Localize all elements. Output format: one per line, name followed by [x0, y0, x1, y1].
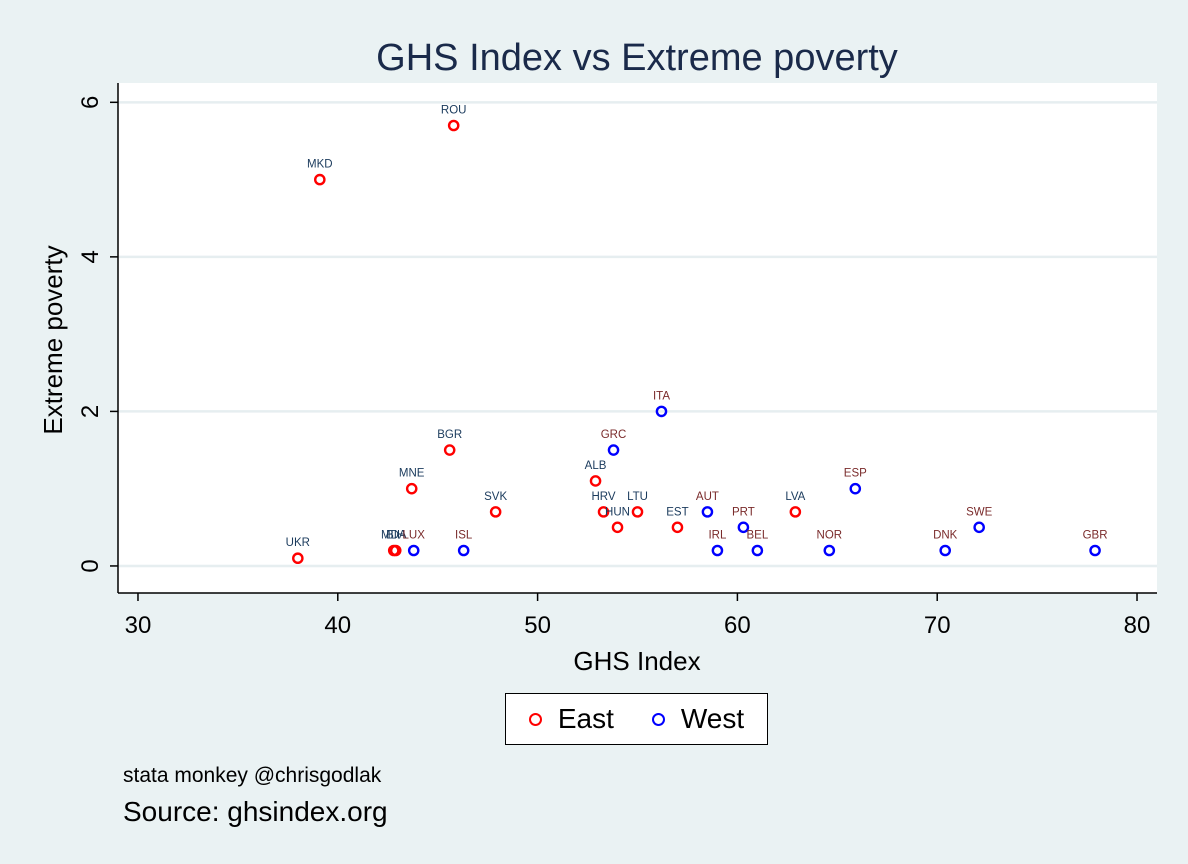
point-label-irl: IRL [708, 530, 727, 542]
point-label-mda: MDA [381, 530, 407, 542]
data-point-bih [389, 544, 402, 557]
legend: East West [505, 693, 768, 745]
point-label-svk: SVK [484, 491, 507, 503]
data-point-irl [711, 544, 724, 557]
point-label-prt: PRT [732, 506, 755, 518]
data-point-rou [447, 119, 460, 132]
axes: 0 2 4 6 30 40 50 60 70 80 [77, 83, 1157, 639]
point-label-grc: GRC [601, 429, 627, 441]
y-tick-label: 0 [77, 559, 104, 572]
point-label-swe: SWE [966, 506, 993, 518]
y-tick-label: 2 [77, 405, 104, 418]
point-label-nor: NOR [817, 530, 843, 542]
east-marker-icon [528, 712, 542, 726]
point-label-ukr: UKR [286, 537, 310, 549]
y-tick-label: 4 [77, 250, 104, 263]
point-label-mkd: MKD [307, 159, 333, 171]
data-point-hrv [597, 506, 610, 518]
point-labels: ROUMKDBGRMNESVKALBHRVHUNLTUESTLVAUKRMDAB… [286, 105, 1108, 550]
point-label-hun: HUN [605, 506, 630, 518]
data-point-bel [751, 544, 764, 557]
data-point-aut [701, 506, 714, 518]
data-point-dnk [939, 544, 952, 557]
data-point-est [671, 521, 684, 534]
data-point-gbr [1089, 544, 1101, 557]
x-tick-label: 80 [1124, 612, 1151, 639]
data-point-ita [655, 405, 668, 418]
data-point-ukr [292, 552, 304, 565]
point-label-hrv: HRV [591, 491, 615, 503]
point-label-est: EST [666, 506, 688, 518]
point-label-alb: ALB [585, 460, 607, 472]
data-point-isl [457, 544, 470, 557]
point-label-lva: LVA [785, 491, 805, 503]
data-point-lux [407, 544, 420, 557]
data-point-grc [607, 444, 620, 456]
legend-label-west: West [680, 703, 745, 734]
gridlines [118, 101, 1157, 568]
point-label-esp: ESP [844, 468, 867, 480]
data-point-mkd [314, 173, 326, 186]
data-point-prt [737, 521, 750, 534]
data-point-hun [611, 521, 624, 534]
legend-item-east: East [528, 703, 614, 735]
data-point-bgr [443, 444, 456, 456]
point-label-gbr: GBR [1083, 530, 1108, 542]
data-point-lva [789, 506, 802, 518]
data-point-ltu [631, 506, 644, 518]
y-axis-label: Extreme poverty [38, 245, 68, 434]
x-tick-label: 50 [524, 612, 551, 639]
west-marker-icon [651, 712, 665, 726]
data-point-nor [823, 544, 836, 557]
caption-source: Source: ghsindex.org [123, 796, 388, 827]
x-tick-label: 40 [324, 612, 351, 639]
legend-label-east: East [557, 703, 614, 734]
x-axis-label: GHS Index [573, 646, 700, 676]
point-label-ita: ITA [653, 390, 670, 402]
point-label-bih: BIH [386, 530, 405, 542]
x-tick-label: 70 [924, 612, 951, 639]
x-tick-label: 30 [125, 612, 152, 639]
data-points [292, 119, 1101, 565]
point-label-lux: LUX [403, 530, 426, 542]
data-point-svk [489, 506, 502, 518]
point-label-isl: ISL [455, 530, 473, 542]
y-tick-label: 6 [77, 96, 104, 109]
data-point-alb [589, 475, 602, 487]
x-tick-label: 60 [724, 612, 751, 639]
point-label-bel: BEL [747, 530, 769, 542]
point-label-ltu: LTU [627, 491, 648, 503]
point-label-dnk: DNK [933, 530, 958, 542]
point-label-mne: MNE [399, 468, 425, 480]
point-label-bgr: BGR [437, 429, 462, 441]
data-point-swe [973, 521, 985, 534]
scatter-chart: GHS Index vs Extreme poverty 0 2 4 6 30 40 50 6… [38, 37, 1157, 676]
chart-title: GHS Index vs Extreme poverty [376, 37, 898, 79]
point-label-rou: ROU [441, 105, 467, 117]
data-point-mne [405, 482, 418, 495]
caption-note: stata monkey @chrisgodlak [123, 764, 382, 787]
point-label-aut: AUT [696, 491, 719, 503]
data-point-esp [849, 482, 862, 495]
legend-item-west: West [651, 703, 745, 735]
